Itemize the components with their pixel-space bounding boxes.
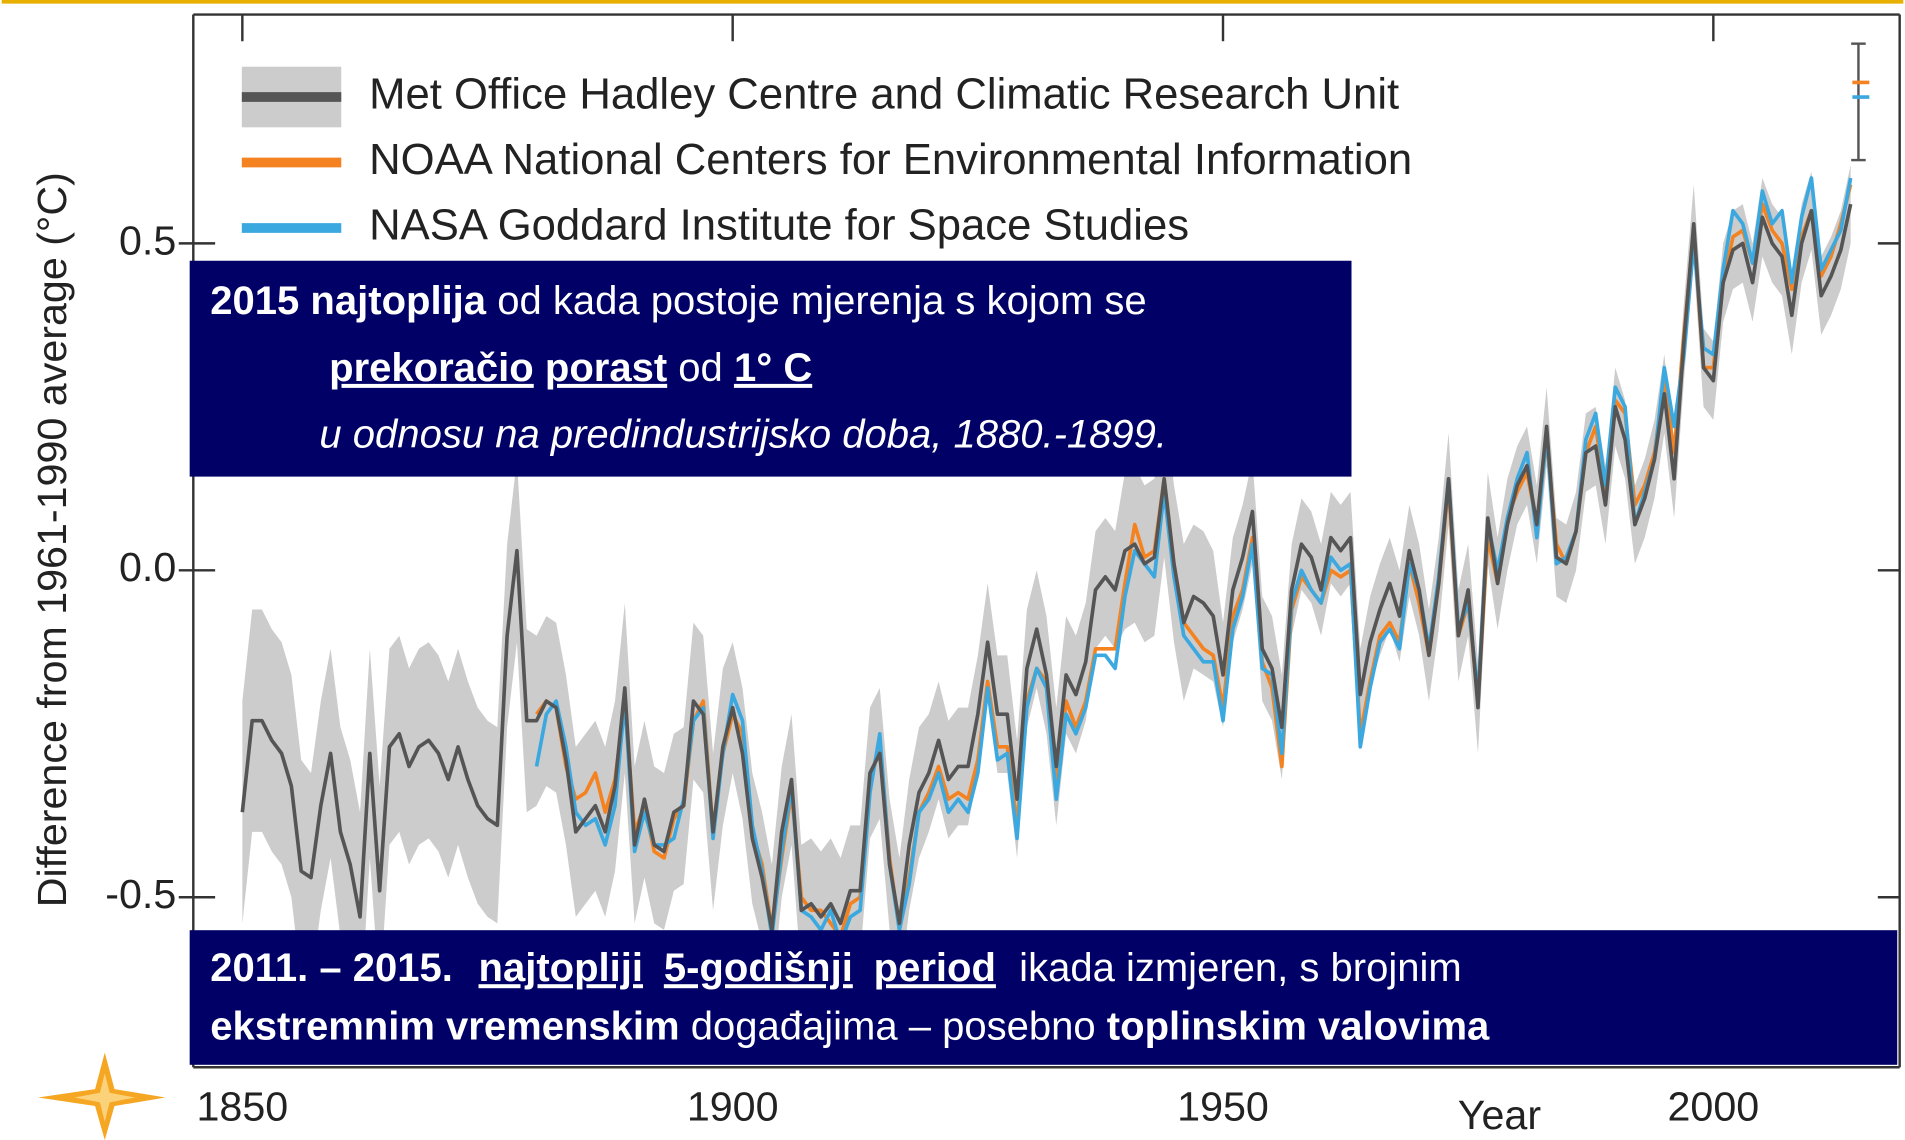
x-tick-label: 1950 [1177, 1084, 1269, 1130]
annotation-text: 2011. – 2015. [210, 946, 453, 990]
annotation-text: u odnosu na predindustrijsko doba, 1880.… [319, 412, 1167, 456]
x-axis-label: Year [1458, 1092, 1542, 1138]
legend-label: NASA Goddard Institute for Space Studies [369, 201, 1189, 250]
plot-area [240, 164, 1853, 1022]
annotation-text: ikada izmjeren, s brojnim [1019, 946, 1462, 990]
error-indicator [1851, 42, 1870, 162]
annotation-line: 2011. – 2015. najtopliji 5-godišnji peri… [210, 946, 1461, 990]
annotation-line: prekoračio porast od 1° C [329, 345, 812, 389]
annotation-text: najtopliji [479, 946, 644, 990]
annotation-bottom: 2011. – 2015. najtopliji 5-godišnji peri… [189, 930, 1898, 1065]
annotation-line: u odnosu na predindustrijsko doba, 1880.… [319, 412, 1167, 456]
annotation-text: od [678, 345, 723, 389]
annotation-text: 1° C [734, 345, 812, 389]
annotation-box [189, 260, 1352, 477]
y-tick-label: 0.5 [119, 217, 176, 263]
logo-star [38, 1052, 166, 1140]
annotation-box [189, 930, 1898, 1065]
x-tick-label: 2000 [1667, 1084, 1759, 1130]
annotation-text: prekoračio [329, 345, 534, 389]
annotation-line: ekstremnim vremenskim događajima – poseb… [210, 1004, 1490, 1048]
y-axis-label: Difference from 1961-1990 average (°C) [29, 172, 75, 907]
x-tick-label: 1900 [687, 1084, 779, 1130]
annotation-text: toplinskim valovima [1107, 1004, 1490, 1048]
top-border [1, 0, 1904, 4]
legend-label: Met Office Hadley Centre and Climatic Re… [369, 70, 1399, 119]
y-tick-label: 0.0 [119, 544, 176, 590]
annotation-text: porast [545, 345, 667, 389]
annotation-text: događajima – posebno [691, 1004, 1096, 1048]
legend: Met Office Hadley Centre and Climatic Re… [241, 66, 1412, 250]
annotation-top: 2015 najtoplija od kada postoje mjerenja… [189, 260, 1352, 477]
y-tick-label: -0.5 [105, 871, 176, 917]
annotation-text: 5-godišnji [664, 946, 853, 990]
annotation-line: 2015 najtoplija od kada postoje mjerenja… [210, 279, 1146, 323]
x-tick-label: 1850 [196, 1084, 288, 1130]
annotation-text: 2015 najtoplija [210, 279, 487, 323]
series-line [240, 203, 1853, 932]
annotation-text: period [874, 946, 996, 990]
annotation-text: od kada postoje mjerenja s kojom se [497, 279, 1146, 323]
axes: -0.5 0.0 0.5 1850 1900 1950 2000 [105, 13, 1901, 1130]
annotation-text: ekstremnim vremenskim [210, 1004, 679, 1048]
legend-label: NOAA National Centers for Environmental … [369, 135, 1412, 184]
